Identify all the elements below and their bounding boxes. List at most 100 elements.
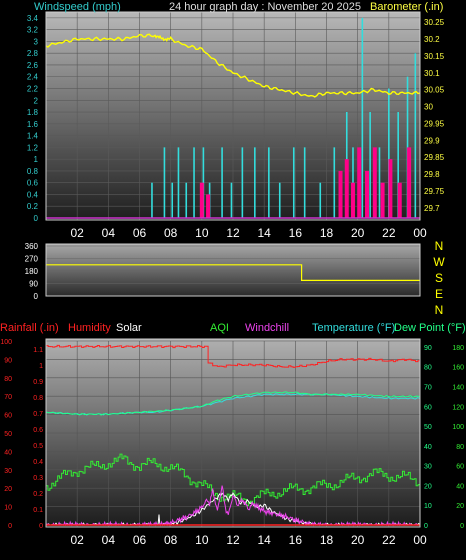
left-inner-tick: 0.7 — [33, 411, 43, 418]
wind-avg-bar — [407, 147, 412, 218]
right-outer-tick: 20 — [456, 503, 464, 510]
top-x-axis-labels: 02 04 06 08 10 12 14 16 18 20 22 00 — [70, 226, 427, 240]
wind-avg-bar — [338, 170, 343, 218]
wind-avg-bar — [350, 182, 355, 218]
compass-letter: E — [435, 287, 443, 301]
left-outer-tick: 100 — [0, 339, 12, 346]
right-inner-tick: 0 — [424, 523, 428, 530]
compass-letter: N — [435, 239, 444, 253]
bottom-plot-border — [45, 338, 421, 528]
right-inner-tick: 40 — [424, 444, 432, 451]
legend-temperature: Temperature (°F) — [312, 322, 395, 334]
top-x-tick: 02 — [70, 226, 84, 240]
wind-dir-tick: 0 — [34, 292, 39, 301]
windspeed-barometer-chart: Windspeed (mph) 24 hour graph day : Nove… — [27, 1, 445, 240]
top-title-right: Barometer (.in) — [370, 1, 443, 13]
top-x-tick: 20 — [351, 226, 365, 240]
wind-avg-bar — [365, 170, 370, 218]
bottom-left-inner-axis: 0 0.1 0.2 0.3 0.4 0.5 0.6 0.7 0.8 0.9 1 1.1 — [33, 347, 43, 530]
legend-rainfall: Rainfall (.in) — [0, 322, 59, 334]
top-right-tick: 29.7 — [424, 204, 440, 213]
top-plot-border — [45, 11, 421, 221]
right-outer-tick: 100 — [452, 424, 464, 431]
legend-humidity: Humidity — [68, 322, 111, 334]
top-left-tick: 3.2 — [27, 26, 39, 35]
wind-avg-bar — [344, 159, 349, 218]
bottom-x-tick: 04 — [102, 533, 116, 547]
right-inner-tick: 80 — [424, 365, 432, 372]
top-left-tick: 1.8 — [27, 108, 39, 117]
top-right-tick: 29.9 — [424, 136, 440, 145]
right-outer-tick: 60 — [456, 464, 464, 471]
legend-aqi: AQI — [210, 322, 229, 334]
top-right-tick: 30.05 — [424, 86, 445, 95]
left-outer-tick: 20 — [4, 486, 12, 493]
top-x-tick: 04 — [102, 226, 116, 240]
bottom-right-inner-axis: 0 10 20 30 40 50 60 70 80 90 — [424, 345, 432, 530]
right-inner-tick: 90 — [424, 345, 432, 352]
dewpoint-line — [45, 391, 421, 416]
bottom-x-tick: 00 — [413, 533, 427, 547]
left-outer-tick: 0 — [8, 523, 12, 530]
legend-dewpoint: Dew Point (°F) — [394, 322, 466, 334]
temperature-humidity-chart: Rainfall (.in) Humidity Solar AQI Windch… — [0, 322, 466, 547]
bottom-x-tick: 08 — [164, 533, 178, 547]
top-title-left: Windspeed (mph) — [34, 1, 121, 13]
left-outer-tick: 90 — [4, 357, 12, 364]
right-outer-tick: 0 — [460, 523, 464, 530]
top-left-tick: 0 — [34, 214, 39, 223]
top-left-tick: 0.8 — [27, 167, 39, 176]
wind-avg-bar — [206, 194, 211, 218]
left-inner-tick: 0.5 — [33, 443, 43, 450]
left-inner-tick: 0.4 — [33, 459, 43, 466]
top-x-tick: 12 — [226, 226, 240, 240]
top-right-tick: 29.95 — [424, 119, 445, 128]
left-inner-tick: 0 — [39, 523, 43, 530]
right-inner-tick: 60 — [424, 404, 432, 411]
aqi-line — [46, 453, 421, 506]
left-outer-tick: 80 — [4, 376, 12, 383]
top-left-tick: 1.6 — [27, 120, 39, 129]
left-outer-tick: 70 — [4, 394, 12, 401]
right-inner-tick: 30 — [424, 464, 432, 471]
right-outer-tick: 140 — [452, 385, 464, 392]
left-inner-tick: 0.2 — [33, 491, 43, 498]
wind-dir-plot-border — [45, 243, 421, 297]
top-left-tick: 0.6 — [27, 179, 39, 188]
wind-dir-axis-labels: 0 90 180 270 360 — [25, 242, 39, 301]
bottom-x-tick: 22 — [382, 533, 396, 547]
wind-dir-tick: 90 — [29, 280, 38, 289]
left-outer-tick: 60 — [4, 413, 12, 420]
top-left-tick: 2.2 — [27, 85, 39, 94]
right-outer-tick: 120 — [452, 404, 464, 411]
left-inner-tick: 1 — [39, 363, 43, 370]
right-inner-tick: 50 — [424, 424, 432, 431]
top-right-tick: 29.75 — [424, 187, 445, 196]
top-left-tick: 1.2 — [27, 143, 39, 152]
top-x-tick: 22 — [382, 226, 396, 240]
right-inner-tick: 70 — [424, 385, 432, 392]
bottom-x-tick: 06 — [133, 533, 147, 547]
top-left-tick: 1 — [34, 155, 39, 164]
bottom-x-tick: 10 — [195, 533, 209, 547]
left-outer-tick: 50 — [4, 431, 12, 438]
top-left-tick: 2.4 — [27, 73, 39, 82]
right-outer-tick: 180 — [452, 345, 464, 352]
top-x-tick: 10 — [195, 226, 209, 240]
right-inner-tick: 10 — [424, 503, 432, 510]
bottom-series — [45, 344, 421, 527]
right-inner-tick: 20 — [424, 483, 432, 490]
left-outer-tick: 10 — [4, 505, 12, 512]
wind-average-series — [199, 147, 412, 218]
left-inner-tick: 0.1 — [33, 507, 43, 514]
top-x-tick: 06 — [133, 226, 147, 240]
wind-dir-tick: 180 — [25, 267, 39, 276]
top-x-tick: 00 — [413, 226, 427, 240]
right-outer-tick: 80 — [456, 444, 464, 451]
top-title-center: 24 hour graph day : November 20 2025 — [169, 1, 361, 13]
wind-direction-line — [46, 264, 420, 281]
top-left-tick: 3 — [34, 37, 39, 46]
